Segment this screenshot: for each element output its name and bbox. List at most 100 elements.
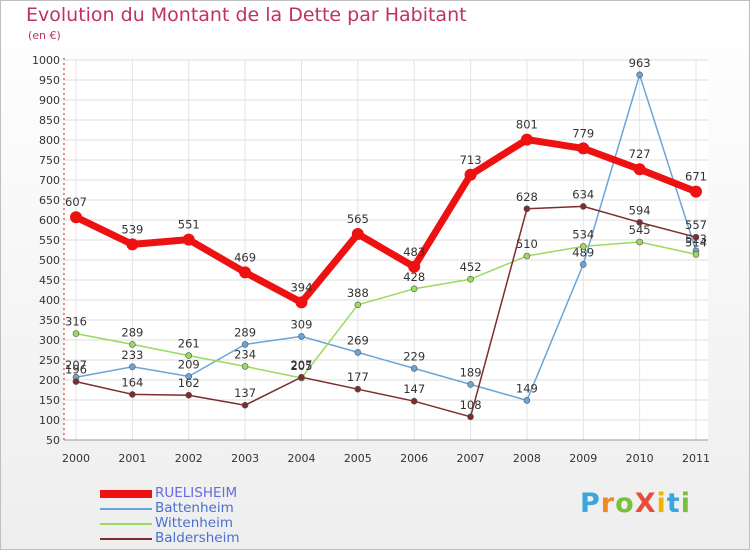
y-tick-label: 350: [39, 314, 60, 327]
data-point-wittenheim: [467, 275, 474, 283]
y-tick-label: 150: [39, 394, 60, 407]
data-label-wittenheim: 234: [234, 347, 256, 361]
x-tick-label: 2004: [287, 452, 315, 465]
data-label-wittenheim: 316: [65, 315, 87, 329]
data-point-wittenheim: [692, 251, 700, 258]
data-label-baldersheim: 557: [685, 218, 707, 232]
x-tick-label: 2006: [400, 452, 428, 465]
y-tick-label: 900: [39, 94, 60, 107]
y-tick-label: 550: [39, 234, 60, 247]
data-point-battenheim: [241, 341, 249, 348]
data-label-baldersheim: 628: [516, 190, 538, 204]
data-point-wittenheim: [129, 341, 136, 348]
data-label-ruelisheim: 671: [685, 170, 707, 184]
data-point-ruelisheim: [182, 233, 195, 246]
data-label-battenheim: 963: [629, 56, 651, 70]
y-tick-label: 800: [39, 134, 60, 147]
data-point-battenheim: [298, 333, 305, 340]
data-label-wittenheim: 289: [121, 325, 143, 339]
data-point-ruelisheim: [577, 142, 590, 155]
legend-label-ruelisheim: RUELISHEIM: [155, 485, 238, 501]
data-label-battenheim: 209: [178, 357, 200, 371]
series-line-battenheim: [75, 74, 697, 402]
legend-swatch-battenheim: [100, 508, 152, 510]
data-label-wittenheim: 545: [629, 223, 651, 237]
data-label-battenheim: 149: [516, 381, 538, 395]
data-label-battenheim: 207: [65, 358, 87, 372]
data-point-baldersheim: [185, 391, 193, 399]
data-point-ruelisheim: [239, 266, 252, 279]
data-label-wittenheim: 261: [178, 337, 200, 351]
data-point-wittenheim: [523, 252, 531, 260]
data-point-battenheim: [467, 381, 474, 388]
data-point-baldersheim: [579, 203, 587, 210]
data-label-ruelisheim: 779: [572, 126, 594, 140]
y-tick-label: 600: [39, 214, 60, 227]
y-tick-label: 850: [39, 114, 60, 127]
data-point-wittenheim: [72, 330, 80, 337]
y-tick-label: 450: [39, 274, 60, 287]
x-tick-label: 2009: [569, 452, 597, 465]
data-label-baldersheim: 207: [290, 358, 312, 372]
data-label-battenheim: 229: [403, 349, 425, 363]
data-point-baldersheim: [72, 378, 80, 385]
x-tick-label: 2001: [118, 452, 146, 465]
y-tick-label: 700: [39, 174, 60, 187]
data-label-ruelisheim: 565: [347, 212, 369, 226]
x-tick-label: 2003: [231, 452, 259, 465]
data-label-battenheim: 309: [290, 317, 312, 331]
data-label-baldersheim: 162: [178, 376, 200, 390]
data-label-ruelisheim: 483: [403, 245, 425, 259]
data-point-battenheim: [636, 71, 643, 79]
data-point-ruelisheim: [351, 228, 364, 240]
data-point-wittenheim: [185, 352, 193, 359]
series-line-wittenheim: [75, 241, 697, 379]
data-point-baldersheim: [523, 205, 531, 213]
data-label-ruelisheim: 607: [65, 195, 87, 209]
data-label-baldersheim: 177: [347, 370, 369, 384]
x-tick-label: 2005: [344, 452, 372, 465]
data-point-ruelisheim: [408, 260, 421, 273]
data-label-battenheim: 289: [234, 325, 256, 339]
y-tick-label: 400: [39, 294, 60, 307]
x-tick-label: 2008: [513, 452, 541, 465]
data-label-baldersheim: 147: [403, 382, 425, 396]
data-label-battenheim: 233: [121, 348, 143, 362]
x-tick-label: 2011: [682, 452, 710, 465]
data-label-ruelisheim: 539: [121, 222, 143, 236]
data-point-wittenheim: [579, 243, 587, 250]
x-tick-label: 2000: [62, 452, 90, 465]
x-tick-label: 2002: [175, 452, 203, 465]
y-tick-label: 650: [39, 194, 60, 207]
data-point-battenheim: [410, 365, 418, 372]
data-label-ruelisheim: 551: [178, 218, 200, 232]
data-label-ruelisheim: 713: [460, 153, 482, 167]
y-tick-label: 50: [46, 434, 60, 447]
data-point-wittenheim: [241, 363, 249, 370]
data-label-battenheim: 489: [572, 245, 594, 259]
data-label-battenheim: 189: [460, 365, 482, 379]
data-point-ruelisheim: [126, 238, 139, 251]
data-point-baldersheim: [298, 373, 305, 381]
data-point-baldersheim: [354, 385, 362, 393]
data-point-wittenheim: [410, 285, 418, 293]
series-line-baldersheim: [75, 205, 697, 418]
y-tick-label: 1000: [32, 54, 60, 67]
data-label-wittenheim: 452: [460, 260, 482, 274]
data-point-baldersheim: [129, 391, 136, 398]
data-point-wittenheim: [636, 238, 643, 246]
data-label-baldersheim: 196: [65, 363, 87, 377]
legend-swatch-ruelisheim: [100, 490, 152, 498]
y-tick-label: 500: [39, 254, 60, 267]
data-label-ruelisheim: 394: [290, 280, 312, 294]
data-label-baldersheim: 164: [121, 375, 143, 389]
y-tick-label: 750: [39, 154, 60, 167]
data-label-wittenheim: 205: [290, 359, 312, 373]
x-tick-label: 2010: [626, 452, 654, 465]
data-label-baldersheim: 108: [460, 398, 482, 412]
legend-swatch-wittenheim: [100, 523, 152, 525]
y-tick-label: 100: [39, 414, 60, 427]
data-label-ruelisheim: 727: [629, 147, 651, 161]
data-point-baldersheim: [692, 233, 700, 241]
